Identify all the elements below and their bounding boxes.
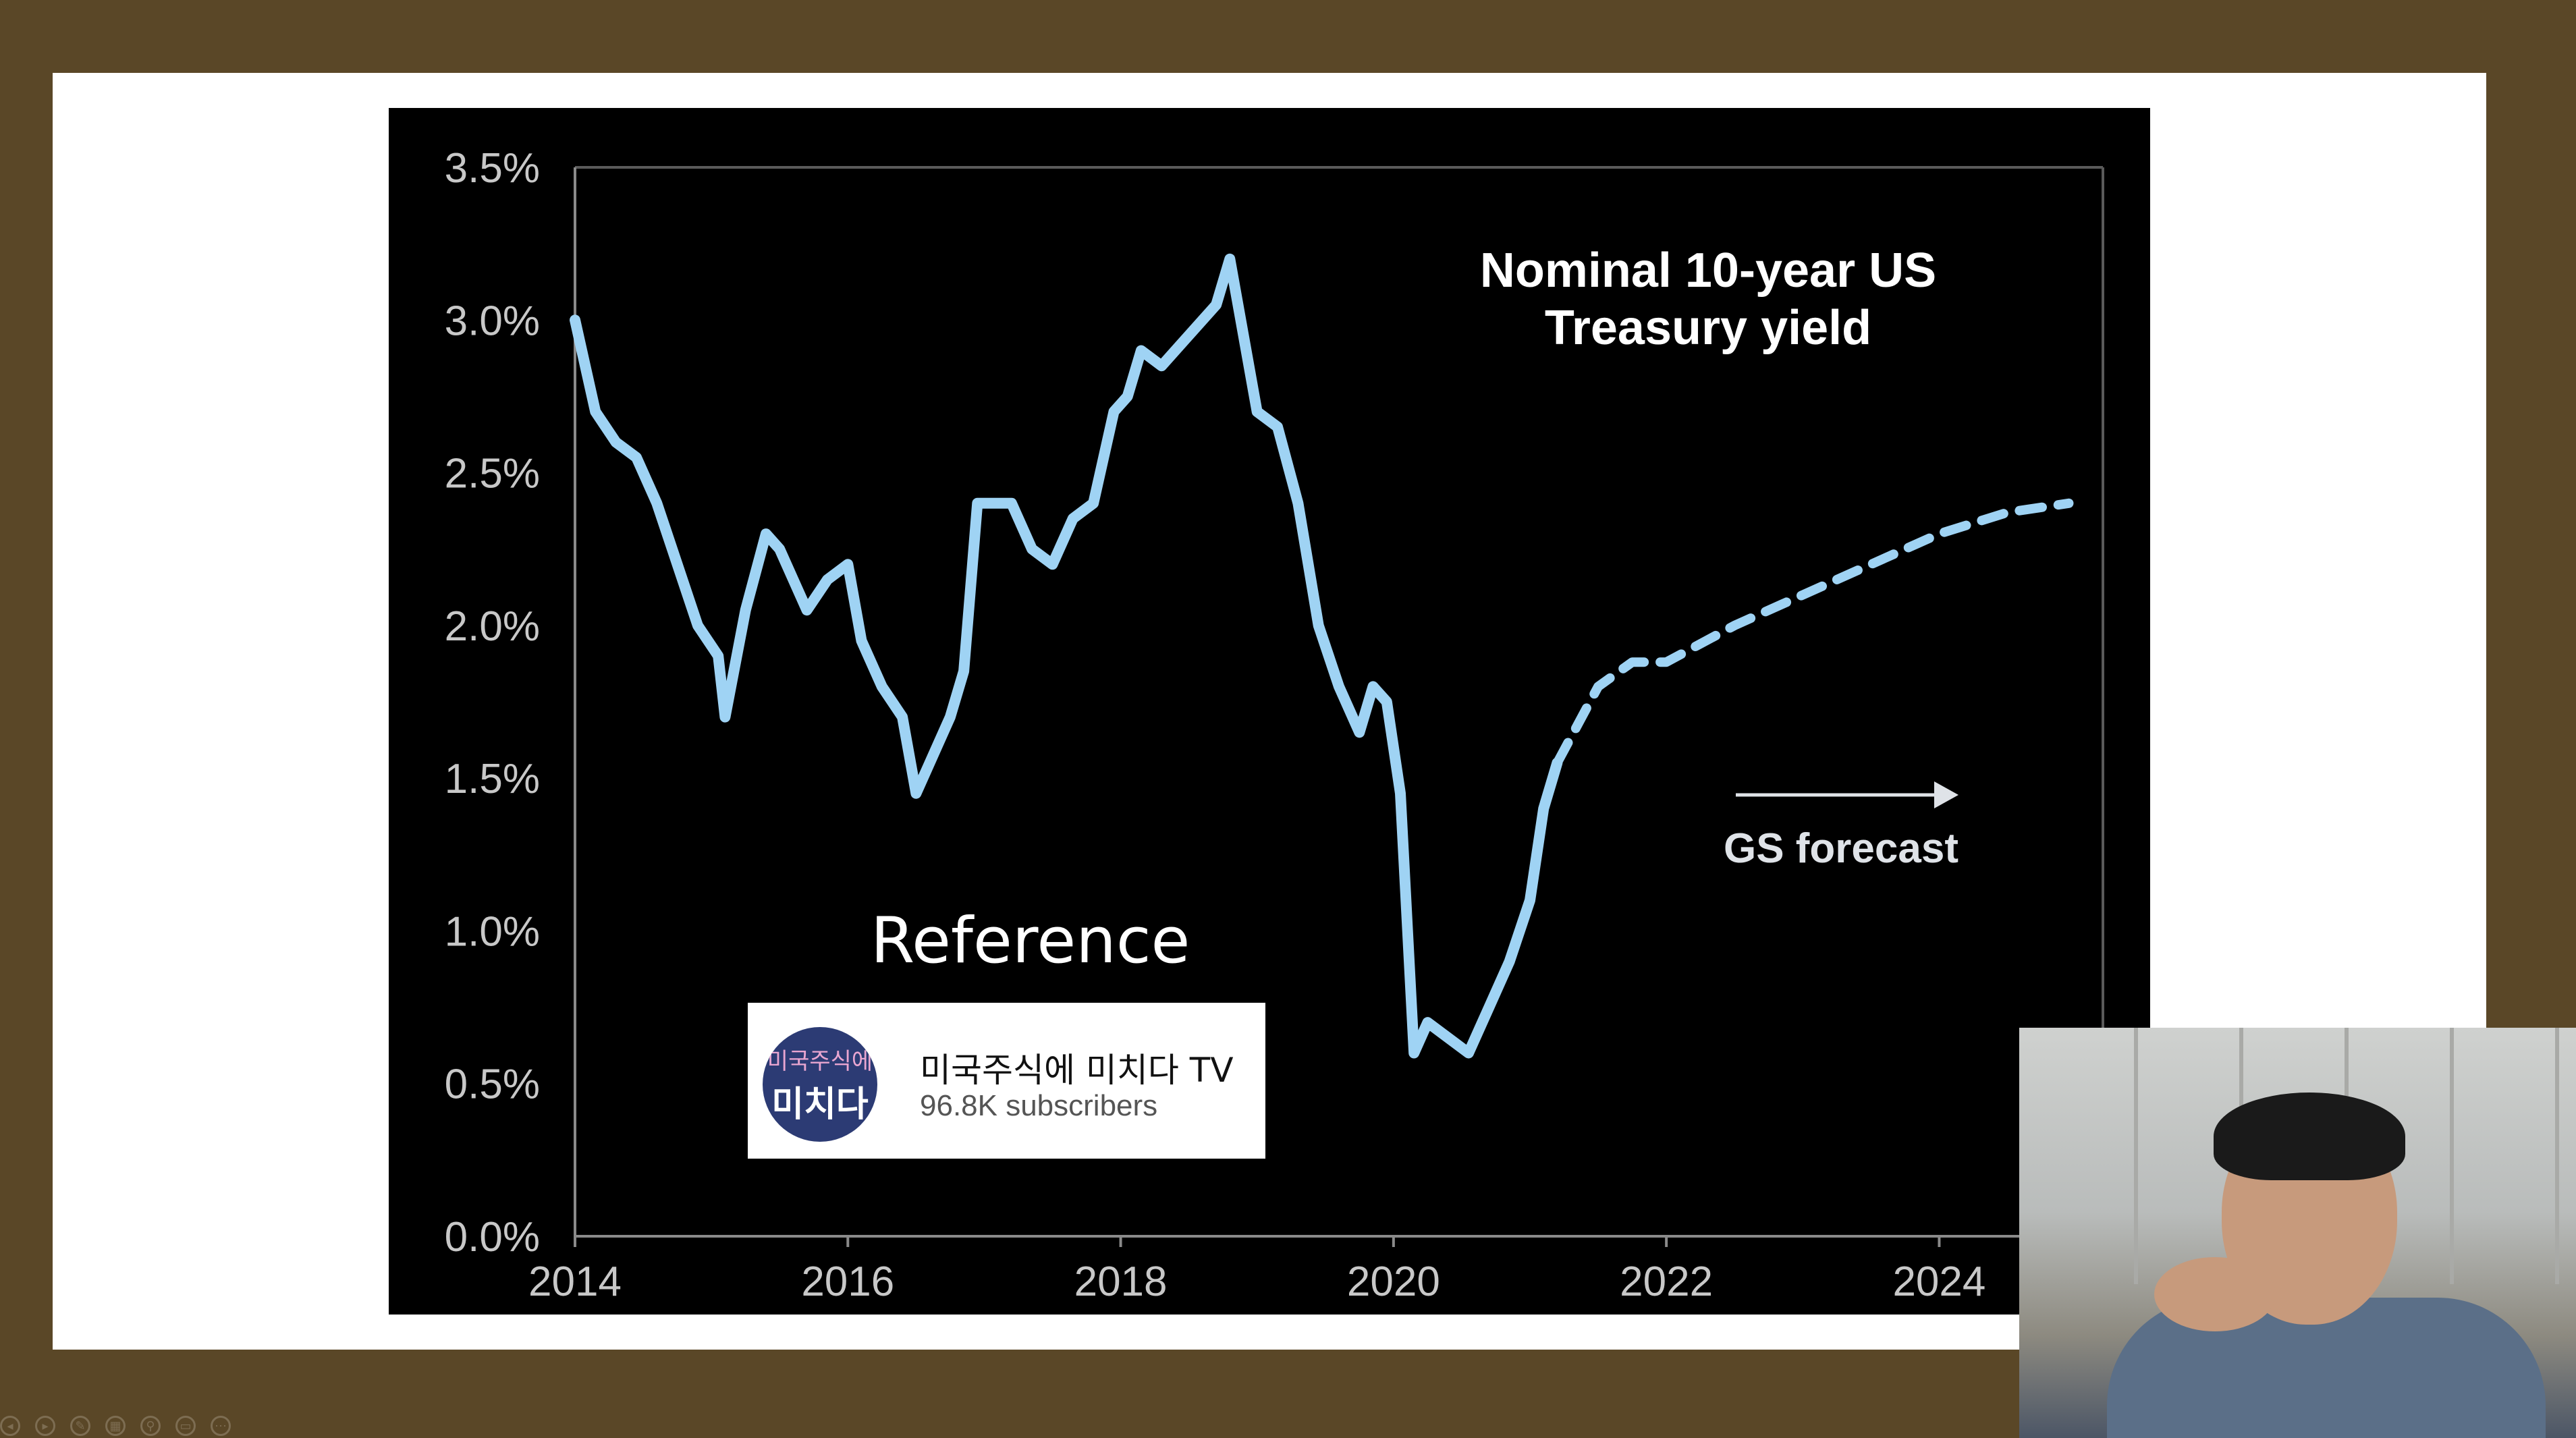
chart-series bbox=[570, 253, 2074, 1059]
chart-title-line-2: Treasury yield bbox=[1545, 301, 1871, 355]
wall-panel bbox=[2033, 1028, 2138, 1284]
avatar-text-top: 미국주식에 bbox=[767, 1048, 873, 1075]
x-tick-label: 2024 bbox=[1892, 1259, 1985, 1305]
chart-area: 0.0% 0.5% 1.0% 1.5% 2.0% 2.5% 3.0% 3.5% 2014 2016… bbox=[389, 108, 2150, 1315]
x-tick-label: 2016 bbox=[801, 1259, 894, 1305]
channel-avatar: 미국주식에 미치다 bbox=[763, 1027, 877, 1142]
presenter-hand bbox=[2154, 1257, 2276, 1331]
forecast-arrow-head bbox=[1934, 781, 1958, 808]
x-tick-label: 2018 bbox=[1074, 1259, 1168, 1305]
reference-label: Reference bbox=[871, 904, 1190, 978]
avatar-text-bottom: 미치다 bbox=[771, 1084, 869, 1125]
y-tick-label: 2.0% bbox=[445, 603, 540, 650]
presenter-hair bbox=[2214, 1093, 2405, 1180]
x-tick-label: 2014 bbox=[528, 1259, 622, 1305]
subscriber-count: 96.8K subscribers bbox=[920, 1089, 1158, 1122]
subtitles-icon[interactable]: ▭ bbox=[175, 1416, 196, 1436]
wall-panel bbox=[2454, 1028, 2559, 1284]
presenter-webcam bbox=[2019, 1028, 2576, 1438]
y-tick-label: 3.0% bbox=[445, 298, 540, 344]
forecast-annotation: GS forecast bbox=[1724, 825, 1958, 872]
y-tick-label: 1.5% bbox=[445, 756, 540, 802]
channel-name: 미국주식에 미치다 TV bbox=[920, 1051, 1234, 1090]
wall-panel bbox=[2349, 1028, 2454, 1284]
zoom-icon[interactable]: ⚲ bbox=[140, 1416, 161, 1436]
y-tick-label: 3.5% bbox=[445, 145, 540, 192]
x-tick-label: 2020 bbox=[1347, 1259, 1440, 1305]
x-tick-label: 2022 bbox=[1620, 1259, 1713, 1305]
forecast-series-line bbox=[1552, 498, 2074, 768]
next-slide-icon[interactable]: ▸ bbox=[35, 1416, 55, 1436]
pen-icon[interactable]: ✎ bbox=[70, 1416, 90, 1436]
grid-view-icon[interactable]: ▦ bbox=[105, 1416, 126, 1436]
chart-axes: 0.0% 0.5% 1.0% 1.5% 2.0% 2.5% 3.0% 3.5% 2014 2016… bbox=[445, 145, 2104, 1305]
y-tick-label: 1.0% bbox=[445, 908, 540, 955]
y-tick-label: 2.5% bbox=[445, 451, 540, 497]
channel-card[interactable]: 미국주식에 미치다 미국주식에 미치다 TV 96.8K subscribers bbox=[748, 1003, 1265, 1159]
chart-title-line-1: Nominal 10-year US bbox=[1480, 244, 1936, 298]
historical-series-line bbox=[570, 253, 1563, 1059]
previous-slide-icon[interactable]: ◂ bbox=[0, 1416, 20, 1436]
y-tick-label: 0.5% bbox=[445, 1061, 540, 1108]
presenter-controls: ◂ ▸ ✎ ▦ ⚲ ▭ ⋯ bbox=[0, 1416, 231, 1438]
y-tick-label: 0.0% bbox=[445, 1214, 540, 1261]
more-options-icon[interactable]: ⋯ bbox=[211, 1416, 231, 1436]
yield-chart: 0.0% 0.5% 1.0% 1.5% 2.0% 2.5% 3.0% 3.5% 2014 2016… bbox=[445, 145, 2104, 1305]
